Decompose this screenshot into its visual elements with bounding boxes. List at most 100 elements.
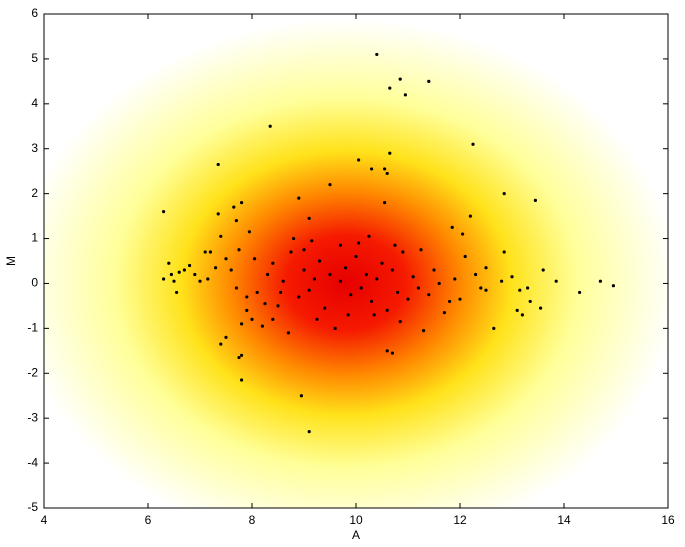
point bbox=[398, 77, 402, 81]
point bbox=[240, 378, 244, 382]
point bbox=[458, 297, 462, 301]
point bbox=[162, 277, 166, 281]
point bbox=[383, 201, 387, 205]
x-tick-label: 16 bbox=[661, 513, 675, 527]
point bbox=[474, 272, 478, 277]
point bbox=[307, 216, 311, 220]
point bbox=[172, 279, 176, 283]
point bbox=[219, 234, 223, 238]
point bbox=[323, 306, 327, 310]
density-background bbox=[44, 14, 668, 508]
point bbox=[281, 279, 285, 283]
point bbox=[206, 277, 210, 281]
point bbox=[237, 248, 241, 252]
point bbox=[461, 232, 465, 236]
y-tick-label: 0 bbox=[31, 276, 38, 290]
point bbox=[245, 295, 249, 299]
point bbox=[214, 266, 218, 270]
point bbox=[611, 284, 616, 288]
point bbox=[338, 243, 342, 247]
point bbox=[177, 270, 181, 274]
point bbox=[385, 349, 389, 353]
point bbox=[349, 293, 353, 297]
point bbox=[520, 313, 525, 317]
point bbox=[271, 317, 275, 321]
point bbox=[346, 313, 350, 317]
point bbox=[578, 290, 582, 295]
point bbox=[297, 295, 301, 299]
point bbox=[401, 250, 405, 254]
point bbox=[432, 268, 436, 272]
point bbox=[253, 257, 257, 261]
y-tick-label: 4 bbox=[31, 96, 38, 110]
point bbox=[484, 288, 488, 292]
point bbox=[416, 286, 420, 290]
point bbox=[169, 272, 173, 277]
point bbox=[297, 196, 301, 200]
point bbox=[450, 225, 454, 229]
point bbox=[229, 268, 233, 272]
point bbox=[375, 52, 379, 57]
point bbox=[398, 320, 402, 324]
point bbox=[263, 302, 267, 306]
point bbox=[471, 142, 475, 146]
point bbox=[406, 297, 410, 301]
y-tick-label: 6 bbox=[31, 6, 38, 20]
point bbox=[515, 308, 519, 312]
point bbox=[188, 263, 192, 268]
point bbox=[279, 290, 283, 295]
point bbox=[453, 277, 457, 281]
point bbox=[255, 290, 259, 295]
point bbox=[240, 322, 244, 326]
point bbox=[364, 272, 368, 277]
point bbox=[307, 430, 311, 434]
point bbox=[318, 259, 322, 263]
point bbox=[375, 277, 379, 281]
x-tick-label: 14 bbox=[557, 513, 571, 527]
point bbox=[307, 288, 311, 292]
point bbox=[328, 272, 332, 277]
point bbox=[442, 311, 446, 315]
point bbox=[383, 167, 387, 171]
point bbox=[312, 277, 316, 281]
point bbox=[302, 268, 306, 272]
point bbox=[250, 317, 254, 321]
y-axis-label: M bbox=[4, 256, 18, 266]
y-tick-label: 3 bbox=[31, 141, 38, 155]
point bbox=[315, 317, 319, 321]
point bbox=[338, 279, 342, 283]
y-tick-label: -5 bbox=[27, 500, 38, 514]
point bbox=[162, 210, 166, 214]
point bbox=[203, 250, 207, 254]
point bbox=[388, 151, 392, 155]
point bbox=[419, 248, 423, 252]
point bbox=[370, 167, 374, 171]
point bbox=[598, 279, 603, 283]
point bbox=[167, 261, 171, 265]
point bbox=[411, 275, 415, 279]
x-tick-label: 12 bbox=[453, 513, 467, 527]
point bbox=[372, 313, 376, 317]
point bbox=[528, 299, 532, 304]
y-tick-label: 1 bbox=[31, 231, 38, 245]
point bbox=[427, 79, 431, 83]
point bbox=[219, 342, 223, 346]
point bbox=[234, 286, 238, 290]
point bbox=[175, 290, 179, 295]
y-tick-label: -4 bbox=[27, 455, 38, 469]
point bbox=[266, 272, 270, 277]
point bbox=[492, 326, 496, 330]
point bbox=[422, 329, 426, 333]
point bbox=[388, 86, 392, 90]
point bbox=[289, 250, 293, 254]
y-tick-label: -2 bbox=[27, 365, 38, 379]
point bbox=[271, 261, 275, 265]
point bbox=[193, 272, 197, 277]
point bbox=[357, 241, 361, 245]
point bbox=[396, 290, 400, 295]
x-tick-label: 6 bbox=[145, 513, 152, 527]
point bbox=[357, 158, 361, 162]
point bbox=[237, 355, 241, 360]
point bbox=[198, 279, 202, 283]
